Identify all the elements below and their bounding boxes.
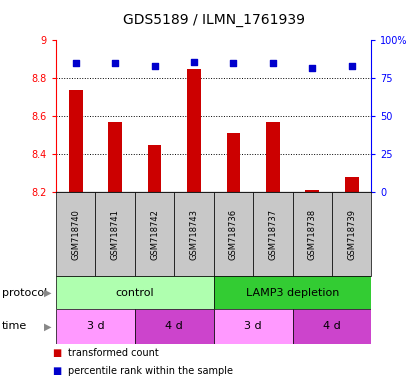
Bar: [108, 122, 122, 192]
Bar: [332, 192, 371, 276]
Text: GSM718739: GSM718739: [347, 209, 356, 260]
Bar: [56, 276, 214, 309]
Bar: [293, 192, 332, 276]
Text: transformed count: transformed count: [68, 348, 159, 358]
Text: protocol: protocol: [2, 288, 47, 298]
Bar: [174, 192, 214, 276]
Bar: [69, 89, 83, 192]
Text: control: control: [115, 288, 154, 298]
Text: GDS5189 / ILMN_1761939: GDS5189 / ILMN_1761939: [123, 13, 305, 27]
Point: [230, 60, 237, 66]
Text: time: time: [2, 321, 27, 331]
Text: ▶: ▶: [44, 321, 52, 331]
Text: ■: ■: [52, 348, 61, 358]
Bar: [293, 309, 371, 344]
Bar: [266, 122, 280, 192]
Point: [151, 63, 158, 69]
Point: [270, 60, 276, 66]
Text: GSM718742: GSM718742: [150, 209, 159, 260]
Bar: [305, 190, 319, 192]
Text: percentile rank within the sample: percentile rank within the sample: [68, 366, 234, 376]
Point: [112, 60, 119, 66]
Bar: [227, 133, 240, 192]
Bar: [253, 192, 293, 276]
Bar: [148, 145, 161, 192]
Bar: [135, 192, 174, 276]
Bar: [345, 177, 359, 192]
Text: GSM718740: GSM718740: [71, 209, 80, 260]
Bar: [95, 192, 135, 276]
Text: GSM718737: GSM718737: [269, 209, 277, 260]
Text: GSM718743: GSM718743: [190, 209, 198, 260]
Bar: [187, 69, 201, 192]
Text: 3 d: 3 d: [244, 321, 262, 331]
Bar: [214, 192, 253, 276]
Text: GSM718738: GSM718738: [308, 209, 317, 260]
Text: 4 d: 4 d: [323, 321, 341, 331]
Point: [349, 63, 355, 69]
Bar: [56, 192, 95, 276]
Point: [73, 60, 79, 66]
Point: [190, 58, 198, 65]
Text: ■: ■: [52, 366, 61, 376]
Bar: [214, 309, 293, 344]
Bar: [135, 309, 214, 344]
Text: ▶: ▶: [44, 288, 52, 298]
Point: [309, 65, 315, 71]
Bar: [56, 309, 135, 344]
Text: 3 d: 3 d: [87, 321, 104, 331]
Text: 4 d: 4 d: [166, 321, 183, 331]
Text: GSM718736: GSM718736: [229, 209, 238, 260]
Text: GSM718741: GSM718741: [111, 209, 120, 260]
Text: LAMP3 depletion: LAMP3 depletion: [246, 288, 339, 298]
Bar: [214, 276, 371, 309]
